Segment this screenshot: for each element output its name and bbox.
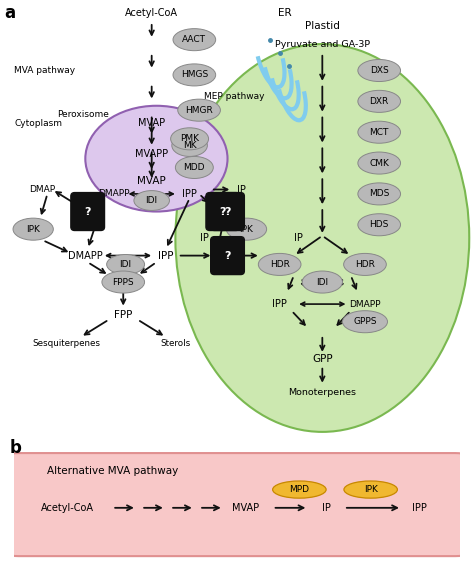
Text: IPK: IPK	[26, 225, 40, 234]
Ellipse shape	[302, 271, 342, 293]
Text: IP: IP	[322, 503, 330, 513]
Text: HDS: HDS	[370, 220, 389, 229]
Ellipse shape	[358, 90, 401, 112]
Ellipse shape	[227, 218, 266, 240]
Text: IDI: IDI	[119, 260, 132, 269]
Text: Plastid: Plastid	[305, 21, 340, 32]
Text: ER: ER	[278, 8, 291, 18]
Text: Acetyl-CoA: Acetyl-CoA	[125, 8, 178, 18]
Text: a: a	[5, 5, 16, 23]
Text: DXS: DXS	[370, 66, 389, 75]
Text: Monoterpenes: Monoterpenes	[288, 388, 356, 397]
Text: Sesquiterpenes: Sesquiterpenes	[32, 339, 100, 348]
Ellipse shape	[358, 183, 401, 205]
Text: Cytoplasm: Cytoplasm	[14, 119, 62, 128]
Text: MPD: MPD	[290, 485, 310, 494]
Ellipse shape	[344, 481, 397, 498]
Text: CMK: CMK	[369, 159, 389, 168]
Text: MEP pathway: MEP pathway	[204, 93, 264, 102]
Ellipse shape	[102, 271, 145, 293]
Text: IDI: IDI	[146, 196, 158, 205]
Text: HDR: HDR	[355, 260, 375, 269]
Text: MVAP: MVAP	[137, 176, 166, 186]
Ellipse shape	[258, 253, 301, 276]
Ellipse shape	[172, 134, 208, 157]
Text: FPP: FPP	[114, 310, 132, 320]
Text: DMAPP: DMAPP	[349, 299, 381, 308]
Text: b: b	[10, 439, 22, 457]
Text: DXR: DXR	[370, 97, 389, 106]
Ellipse shape	[342, 311, 387, 333]
Ellipse shape	[358, 214, 401, 236]
Text: IPP: IPP	[272, 299, 287, 309]
Text: IDI: IDI	[316, 277, 328, 286]
Text: HMGR: HMGR	[185, 106, 213, 115]
Text: MVAP: MVAP	[138, 119, 165, 128]
Text: MDS: MDS	[369, 189, 389, 198]
Text: PMK: PMK	[180, 134, 199, 144]
Text: Alternative MVA pathway: Alternative MVA pathway	[46, 466, 178, 476]
Ellipse shape	[85, 106, 228, 211]
Ellipse shape	[175, 157, 213, 179]
Ellipse shape	[173, 64, 216, 86]
Ellipse shape	[358, 59, 401, 81]
Ellipse shape	[107, 254, 145, 275]
Ellipse shape	[134, 190, 170, 210]
Text: DMAPP: DMAPP	[98, 189, 129, 198]
Text: HMGS: HMGS	[181, 71, 208, 80]
Text: GPP: GPP	[312, 354, 333, 364]
Text: MDD: MDD	[183, 163, 205, 172]
Text: ?: ?	[84, 207, 91, 216]
Text: ?: ?	[224, 207, 231, 216]
Text: IPP: IPP	[182, 189, 197, 199]
Text: IPP: IPP	[158, 251, 173, 260]
Ellipse shape	[175, 44, 469, 432]
Text: HDR: HDR	[270, 260, 290, 269]
Ellipse shape	[344, 253, 386, 276]
Ellipse shape	[358, 152, 401, 174]
Text: FPPS: FPPS	[112, 277, 134, 286]
FancyBboxPatch shape	[210, 237, 245, 275]
Text: DMAP: DMAP	[29, 185, 56, 194]
Text: IP: IP	[294, 233, 303, 243]
Text: Peroxisome: Peroxisome	[57, 110, 109, 119]
FancyBboxPatch shape	[10, 453, 464, 556]
Ellipse shape	[358, 121, 401, 143]
Text: MVA pathway: MVA pathway	[14, 66, 75, 75]
Text: GPPS: GPPS	[353, 317, 377, 326]
Ellipse shape	[171, 128, 209, 150]
Text: MVAPP: MVAPP	[135, 149, 168, 159]
Ellipse shape	[273, 481, 326, 498]
FancyBboxPatch shape	[206, 193, 240, 231]
FancyBboxPatch shape	[210, 193, 245, 231]
Text: IPP: IPP	[412, 503, 427, 513]
Text: AACT: AACT	[182, 35, 206, 44]
Text: IPK: IPK	[364, 485, 378, 494]
Ellipse shape	[178, 99, 220, 121]
Text: ?: ?	[219, 207, 226, 216]
Text: IPK: IPK	[239, 225, 254, 234]
FancyBboxPatch shape	[71, 193, 104, 231]
Text: IP: IP	[237, 185, 246, 194]
Text: MVAP: MVAP	[232, 503, 259, 513]
Text: Sterols: Sterols	[160, 339, 191, 348]
Text: IP: IP	[200, 233, 209, 243]
Text: Pyruvate and GA-3P: Pyruvate and GA-3P	[275, 40, 370, 49]
Text: MK: MK	[183, 141, 196, 150]
Ellipse shape	[173, 29, 216, 51]
Text: Acetyl-CoA: Acetyl-CoA	[41, 503, 94, 513]
Text: MCT: MCT	[370, 128, 389, 137]
Text: ?: ?	[224, 251, 231, 260]
Text: DMAPP: DMAPP	[68, 251, 103, 260]
Ellipse shape	[13, 218, 53, 240]
